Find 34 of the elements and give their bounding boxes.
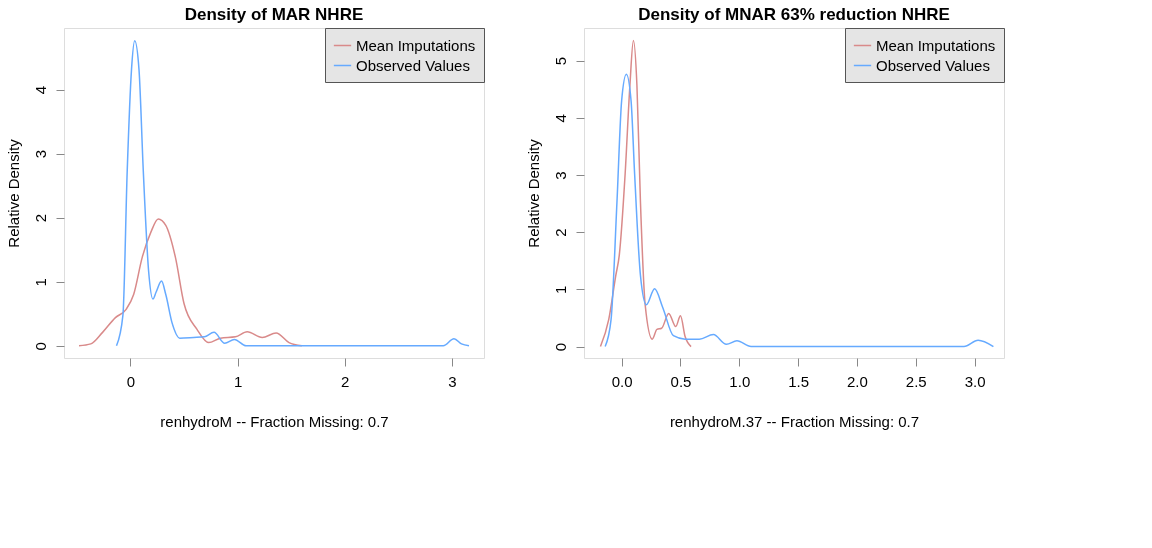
x-tick-label: 2.0 [847,372,868,390]
legend-label: Mean Imputations [876,36,996,54]
chart-title: Density of MAR NHRE [184,4,364,24]
x-axis-title: renhydroM.37 -- Fraction Missing: 0.7 [669,412,920,430]
y-tick-label: 1 [31,278,49,287]
y-tick-label: 5 [551,56,569,66]
legend-label: Observed Values [356,56,470,74]
x-tick-label: 0.0 [611,372,633,390]
x-tick-label: 3.0 [964,372,986,390]
line-series [599,39,692,348]
x-axis-title: renhydroM -- Fraction Missing: 0.7 [160,412,389,430]
y-tick-label: 3 [551,171,569,180]
y-tick-label: 4 [551,114,569,123]
y-tick-label: 0 [31,342,49,351]
chart-title: Density of MNAR 63% reduction NHRE [638,4,950,24]
x-tick-label: 1 [233,372,243,390]
y-axis-title: Relative Density [4,138,22,248]
y-tick-label: 2 [31,214,49,223]
y-tick-label: 4 [31,85,49,95]
legend-label: Observed Values [876,56,990,74]
y-tick-label: 0 [551,342,569,352]
line-series [604,73,995,348]
x-tick-label: 1.0 [729,372,751,390]
x-tick-label: 0 [126,372,136,390]
y-axis-title: Relative Density [524,138,542,248]
x-tick-label: 0.5 [670,372,692,390]
x-tick-label: 3 [448,372,457,390]
x-tick-label: 1.5 [788,372,810,390]
y-tick-label: 2 [551,228,569,237]
y-tick-label: 3 [31,149,49,159]
y-tick-label: 1 [551,285,569,295]
legend-label: Mean Imputations [356,36,476,54]
x-tick-label: 2.5 [905,372,927,390]
x-tick-label: 2 [341,372,350,390]
